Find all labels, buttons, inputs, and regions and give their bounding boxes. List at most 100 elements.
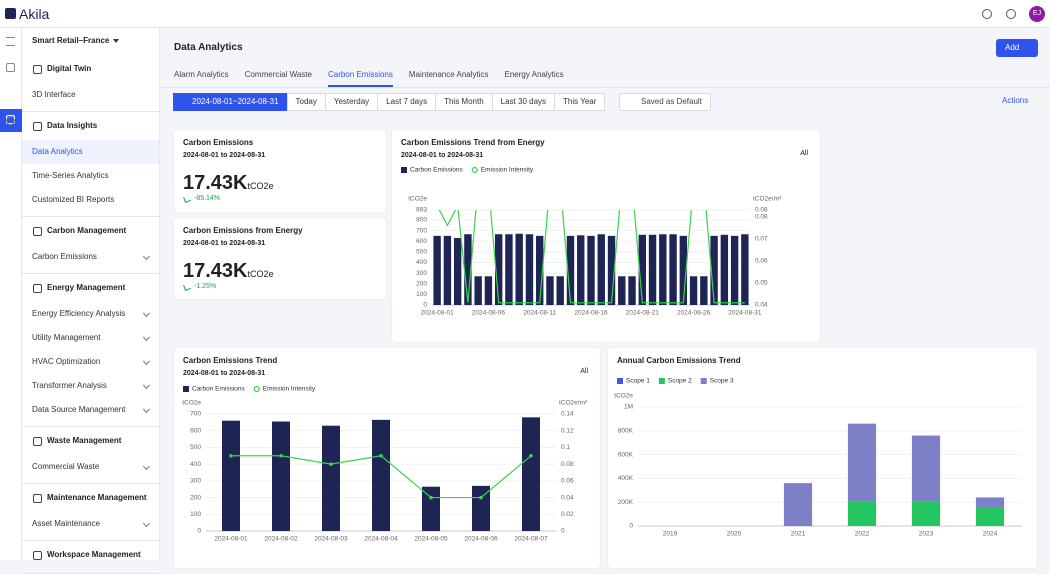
bar [546,276,554,305]
nav-item[interactable]: HVAC Optimization [22,350,159,374]
nav-item[interactable]: Asset Maintenance [22,512,159,536]
legend-item[interactable]: Emission Intensity [471,167,534,174]
nav: Digital Twin 3D Interface Data Insights Dat… [22,55,159,574]
nav-section-header[interactable]: Digital Twin [22,55,159,83]
help-icon[interactable] [982,9,992,19]
range-button[interactable]: Today [286,93,326,111]
y-axis-label: tCO2e [408,196,427,203]
tabs: Alarm Analytics Commercial Waste Carbon Em… [174,68,564,87]
site-select[interactable]: Smart Retail–France [32,36,120,45]
legend-item[interactable]: Emission Intensity [253,385,316,393]
nav-item[interactable]: Commercial Waste [22,455,159,479]
y-tick-label: 700 [416,227,427,234]
bar [975,507,1005,526]
nav-section-header[interactable]: Maintenance Management [22,484,159,512]
line-point [279,453,283,458]
nav-item[interactable]: Time-Series Analytics [32,171,109,180]
y-tick-label: 200 [190,494,201,501]
nav-item[interactable]: Energy Efficiency Analysis [22,302,159,326]
chart: 0 100 200 300 400 500 600 700 800 893 0.04 0.05 0.06… [401,167,782,317]
legend-swatch [700,378,707,384]
kpi-unit: tCO2e [247,269,274,279]
add-button[interactable]: Add [996,39,1038,57]
date-range[interactable]: 2024-08-01~2024-08-31 [173,93,288,111]
nav-item[interactable]: Customized BI Reports [32,195,115,204]
tab[interactable]: Maintenance Analytics [408,70,489,79]
language-icon[interactable] [1006,9,1016,19]
bar [522,417,540,531]
nav-section-header[interactable]: Carbon Management [22,217,159,245]
tab[interactable]: Carbon Emissions [327,68,393,87]
nav-item[interactable]: Data Analytics [22,140,159,164]
chart-date[interactable]: 2024-08-01 to 2024-08-31 [401,152,484,159]
legend-label: Emission Intensity [481,167,534,174]
nav-item[interactable]: Transformer Analysis [22,374,159,398]
y-tick-label: 0 [423,302,427,309]
x-tick-label: 2024-08-31 [728,310,762,317]
y-tick-label: 0 [629,523,633,530]
kpi-value-row: 17.43KtCO2e [183,172,274,195]
legend-item[interactable]: Scope 1 [617,378,650,385]
save-default[interactable]: Saved as Default [619,93,711,111]
range-button[interactable]: Last 7 days [377,93,437,111]
avatar[interactable]: EJ [1029,6,1045,22]
y-tick-label: 600 [190,427,201,434]
nav-section: Maintenance Management Asset Maintenance [22,484,159,541]
bar [556,276,564,305]
y2-tick-label: 0.08 [755,213,768,220]
rail-icon[interactable] [6,63,15,72]
y-tick-label: 1M [624,404,633,411]
nav-item[interactable]: Utility Management [22,326,159,350]
range-button[interactable]: This Month [435,93,493,111]
kpi-date[interactable]: 2024-08-01 to 2024-08-31 [183,240,266,247]
y-tick-label: 400K [618,475,634,482]
menu-icon[interactable] [6,37,15,46]
nav-item[interactable]: 3D Interface [32,90,76,99]
tab[interactable]: Alarm Analytics [174,70,229,79]
kpi-date[interactable]: 2024-08-01 to 2024-08-31 [183,152,266,159]
nav-section-header[interactable]: Energy Management [22,274,159,302]
line-point [429,495,433,500]
y2-axis-label: tCO2e/m² [753,196,782,203]
y2-axis-label: tCO2e/m² [559,400,588,407]
tab[interactable]: Commercial Waste [244,70,312,79]
legend-item[interactable]: Carbon Emissions [401,167,463,174]
chart-date[interactable]: 2024-08-01 to 2024-08-31 [183,370,266,377]
bar [607,235,616,305]
bar [628,276,636,305]
settings-icon[interactable] [6,116,15,125]
chart-card: 0 100 200 300 400 500 600 700 800 893 0.04 0.05 0.06… [392,130,820,342]
nav-item[interactable]: Carbon Emissions [22,245,159,269]
chart: 0 100 200 300 400 500 600 700 0 0.02 0.04 0.06 0.08 0… [182,385,588,543]
actions[interactable]: Actions [1002,96,1029,105]
legend-item[interactable]: Scope 2 [658,378,692,385]
bar [911,501,941,526]
x-tick-label: 2022 [855,531,870,538]
nav-section-header[interactable]: Workspace Management [22,541,159,569]
x-tick-label: 2024-08-05 [414,536,448,543]
legend-swatch [253,385,260,393]
legend-swatch [617,378,623,384]
x-tick-label: 2024-08-07 [514,536,548,543]
line-point [479,495,483,500]
range-button[interactable]: Last 30 days [491,93,556,111]
date-range-bar: 2024-08-01~2024-08-31 Today Yesterday Last… [173,93,606,111]
x-tick-label: 2021 [791,531,806,538]
x-tick-label: 2024-08-03 [314,536,348,543]
legend-item[interactable]: Scope 3 [700,378,734,385]
kpi-value-row: 17.43KtCO2e [183,260,274,283]
tab[interactable]: Energy Analytics [504,70,564,79]
bar [474,276,482,305]
y2-tick-label: 0.02 [561,511,574,518]
chart-filter[interactable]: All [580,368,588,375]
y-tick-label: 400 [416,259,427,266]
chart-filter[interactable]: All [800,150,808,157]
kpi-unit: tCO2e [247,181,274,191]
nav-section-header[interactable]: Waste Management [22,427,159,455]
legend-item[interactable]: Carbon Emissions [183,386,245,393]
range-button[interactable]: Yesterday [324,93,379,111]
nav-item[interactable]: Data Source Management [22,398,159,422]
legend-label: Scope 1 [626,378,650,385]
range-button[interactable]: This Year [554,93,606,111]
nav-section-header[interactable]: Data Insights [22,112,159,140]
